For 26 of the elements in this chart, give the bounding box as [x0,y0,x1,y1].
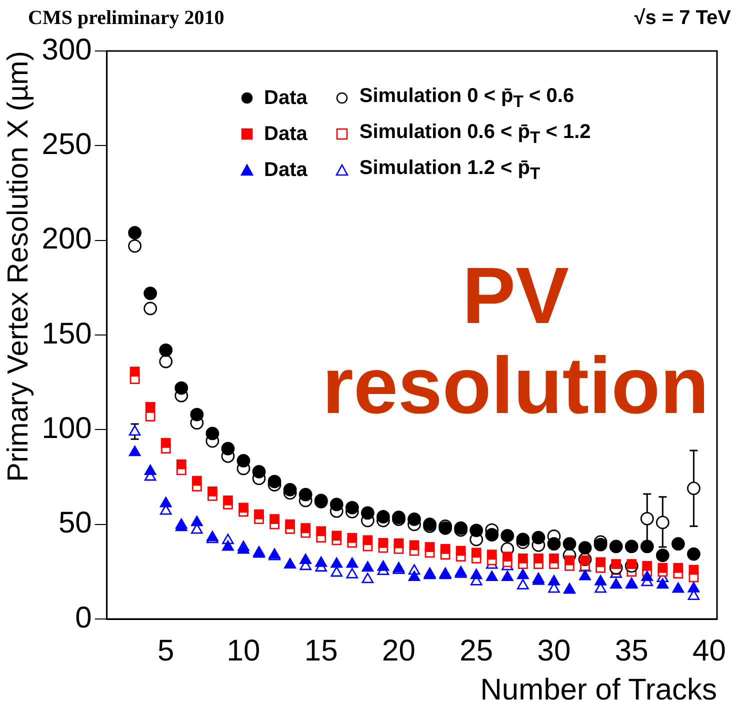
legend-label: Simulation 1.2 < p̄$_{T}$ [359,156,540,184]
legend-label: Data [264,122,308,146]
x-tick-label: 25 [460,634,494,668]
x-tick-label: 35 [614,634,648,668]
x-tick-label: 10 [226,634,260,668]
y-axis-title: Primary Vertex Resolution X (µm) [2,51,34,482]
x-tick-label: 15 [304,634,338,668]
legend-label: Simulation 0.6 < p̄$_{T}$ < 1.2 [359,120,591,148]
chart-subtitle: √s = 7 TeV [634,7,731,30]
x-tick-label: 20 [382,634,416,668]
x-tick-label: 40 [692,634,726,668]
legend-label: Data [264,158,308,182]
x-axis-title: Number of Tracks [480,673,717,706]
y-tick-label: 100 [42,412,92,445]
x-tick-label: 5 [158,634,174,668]
x-tick-label: 30 [537,634,571,668]
annotation: PV resolution [322,251,709,430]
y-tick-label: 0 [75,601,92,634]
y-tick-label: 200 [42,222,92,256]
y-tick-label: 150 [42,317,92,350]
legend-label: Data [264,86,308,110]
legend-label: Simulation 0 < p̄$_{T}$ < 0.6 [359,84,574,112]
y-tick-label: 50 [58,506,92,540]
chart-title: CMS preliminary 2010 [28,7,224,30]
y-tick-label: 300 [42,33,92,66]
y-tick-label: 250 [42,128,92,161]
